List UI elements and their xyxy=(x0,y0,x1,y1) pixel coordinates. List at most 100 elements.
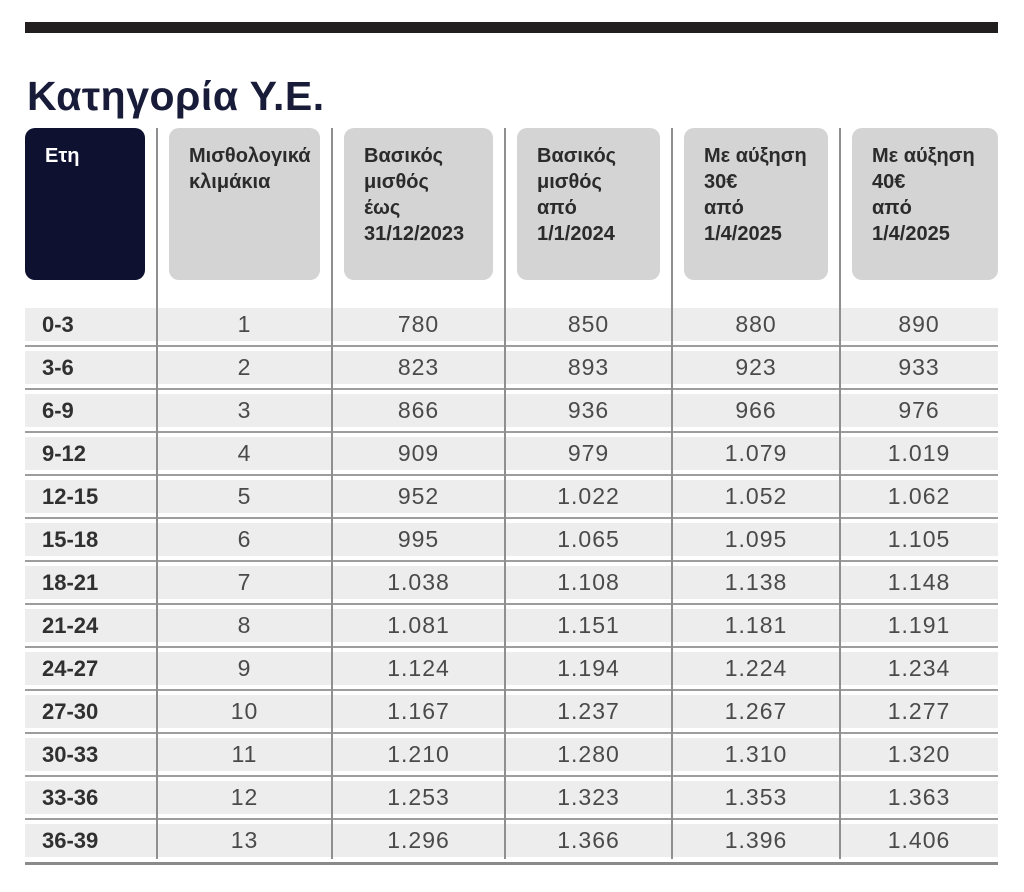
value-cell: 1.065 xyxy=(557,526,620,552)
years-cell: 33-36 xyxy=(42,784,99,810)
table-row: 21-24 8 1.081 1.151 1.181 1.191 xyxy=(25,603,998,642)
column-separator-line xyxy=(331,128,333,859)
value-cell: 933 xyxy=(898,354,940,380)
years-cell: 36-39 xyxy=(42,827,99,853)
value-cell: 1.019 xyxy=(887,440,951,466)
value-cell: 1.277 xyxy=(887,698,951,724)
value-cell: 10 xyxy=(230,698,259,724)
value-cell: 1.022 xyxy=(557,483,620,509)
years-cell: 9-12 xyxy=(42,440,87,466)
value-cell: 866 xyxy=(397,397,440,423)
value-cell: 2 xyxy=(237,354,252,380)
value-cell: 1.253 xyxy=(387,784,450,810)
table-row: 3-6 2 823 893 923 933 xyxy=(25,345,998,384)
value-cell: 1.081 xyxy=(387,612,450,638)
table-bottom-rule xyxy=(25,862,998,865)
value-cell: 1.234 xyxy=(887,655,951,681)
years-cell: 18-21 xyxy=(42,569,99,595)
value-cell: 1.320 xyxy=(887,741,951,767)
years-cell: 30-33 xyxy=(42,741,99,767)
value-cell: 1.224 xyxy=(724,655,788,681)
header-cell-salary-scale: Μισθολογικά κλιμάκια xyxy=(169,128,320,280)
value-cell: 1.138 xyxy=(724,569,788,595)
value-cell: 1.237 xyxy=(557,698,620,724)
column-separator-line xyxy=(671,128,673,859)
table-body: 0-3 1 780 850 880 890 3-6 2 823 893 923 933 6-9 3 866 9… xyxy=(25,308,998,857)
header-cell-basic-from-2024: Βασικός μισθός από 1/1/2024 xyxy=(517,128,660,280)
top-divider-bar xyxy=(25,22,998,33)
years-cell: 0-3 xyxy=(42,311,74,337)
value-cell: 1.310 xyxy=(724,741,788,767)
table-row: 12-15 5 952 1.022 1.052 1.062 xyxy=(25,474,998,513)
value-cell: 1.296 xyxy=(387,827,450,853)
value-cell: 11 xyxy=(231,741,258,767)
years-cell: 27-30 xyxy=(42,698,99,724)
years-cell: 24-27 xyxy=(42,655,99,681)
value-cell: 909 xyxy=(397,440,440,466)
value-cell: 780 xyxy=(397,311,440,337)
value-cell: 1.052 xyxy=(724,483,788,509)
value-cell: 1.124 xyxy=(387,655,450,681)
value-cell: 1.105 xyxy=(887,526,951,552)
years-cell: 3-6 xyxy=(42,354,74,380)
column-separator-line xyxy=(504,128,506,859)
value-cell: 1.406 xyxy=(887,827,951,853)
value-cell: 12 xyxy=(230,784,259,810)
value-cell: 1.194 xyxy=(557,655,620,681)
table-row: 9-12 4 909 979 1.079 1.019 xyxy=(25,431,998,470)
value-cell: 995 xyxy=(397,526,440,552)
table-row: 24-27 9 1.124 1.194 1.224 1.234 xyxy=(25,646,998,685)
value-cell: 1.062 xyxy=(887,483,951,509)
value-cell: 1.363 xyxy=(887,784,951,810)
value-cell: 1.210 xyxy=(387,741,450,767)
value-cell: 1.079 xyxy=(724,440,788,466)
header-cell-increase-30: Με αύξηση 30€ από 1/4/2025 xyxy=(684,128,828,280)
years-cell: 12-15 xyxy=(42,483,99,509)
value-cell: 8 xyxy=(237,612,252,638)
value-cell: 890 xyxy=(898,311,940,337)
value-cell: 1.167 xyxy=(387,698,450,724)
table-row: 33-36 12 1.253 1.323 1.353 1.363 xyxy=(25,775,998,814)
value-cell: 1.151 xyxy=(557,612,620,638)
value-cell: 7 xyxy=(237,569,252,595)
value-cell: 1.095 xyxy=(724,526,788,552)
value-cell: 1.353 xyxy=(724,784,788,810)
value-cell: 3 xyxy=(237,397,252,423)
value-cell: 823 xyxy=(397,354,440,380)
value-cell: 952 xyxy=(397,483,440,509)
header-cell-increase-40: Με αύξηση 40€ από 1/4/2025 xyxy=(852,128,998,280)
column-separator-line xyxy=(156,128,158,859)
years-cell: 21-24 xyxy=(42,612,99,638)
value-cell: 880 xyxy=(735,311,777,337)
value-cell: 850 xyxy=(567,311,610,337)
table-row: 27-30 10 1.167 1.237 1.267 1.277 xyxy=(25,689,998,728)
table-row: 30-33 11 1.210 1.280 1.310 1.320 xyxy=(25,732,998,771)
header-cell-years: Ετη xyxy=(25,128,145,280)
value-cell: 5 xyxy=(237,483,252,509)
value-cell: 9 xyxy=(237,655,252,681)
table-row: 0-3 1 780 850 880 890 xyxy=(25,308,998,341)
value-cell: 976 xyxy=(898,397,940,423)
value-cell: 13 xyxy=(230,827,259,853)
value-cell: 1.323 xyxy=(557,784,620,810)
value-cell: 1 xyxy=(237,311,252,337)
column-separator-line xyxy=(839,128,841,859)
table-header-row: Ετη Μισθολογικά κλιμάκια Βασικός μισθός … xyxy=(25,128,998,280)
value-cell: 1.148 xyxy=(887,569,951,595)
value-cell: 936 xyxy=(567,397,610,423)
value-cell: 1.267 xyxy=(724,698,788,724)
table-row: 6-9 3 866 936 966 976 xyxy=(25,388,998,427)
value-cell: 979 xyxy=(567,440,610,466)
years-cell: 15-18 xyxy=(42,526,99,552)
value-cell: 1.280 xyxy=(557,741,620,767)
salary-table: Ετη Μισθολογικά κλιμάκια Βασικός μισθός … xyxy=(25,128,998,868)
value-cell: 1.396 xyxy=(724,827,788,853)
value-cell: 1.181 xyxy=(724,612,788,638)
value-cell: 923 xyxy=(735,354,777,380)
years-cell: 6-9 xyxy=(42,397,74,423)
value-cell: 893 xyxy=(567,354,610,380)
value-cell: 1.191 xyxy=(887,612,951,638)
value-cell: 4 xyxy=(237,440,252,466)
value-cell: 6 xyxy=(237,526,252,552)
table-row: 18-21 7 1.038 1.108 1.138 1.148 xyxy=(25,560,998,599)
